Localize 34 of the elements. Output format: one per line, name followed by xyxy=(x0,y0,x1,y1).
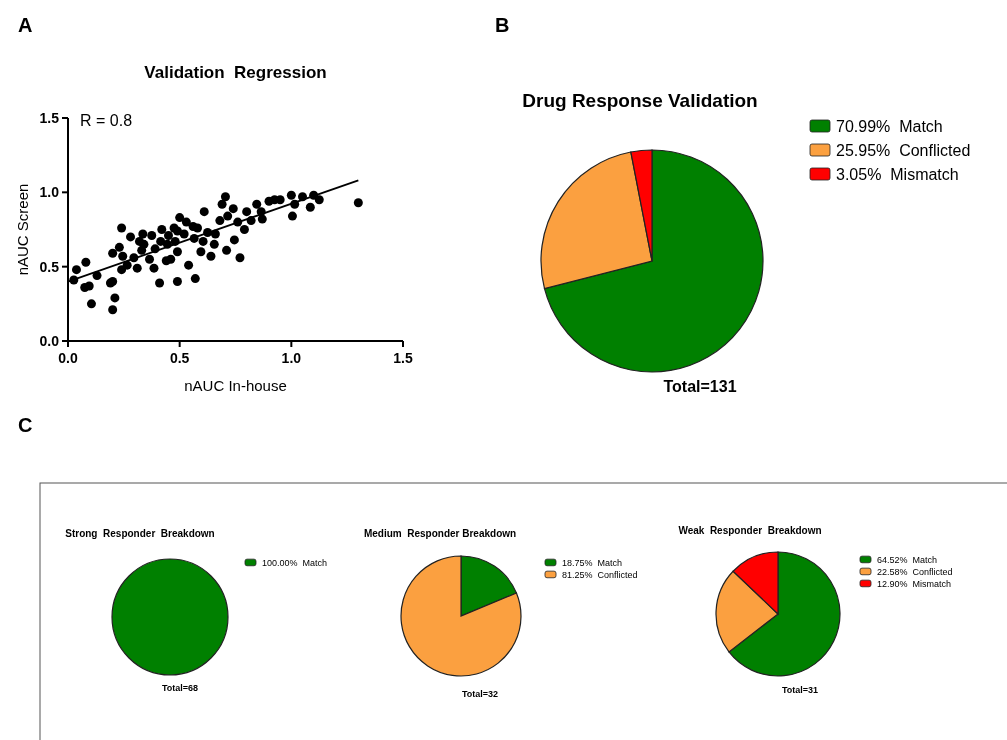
pie-slice xyxy=(543,149,764,373)
chart-title: Drug Response Validation xyxy=(522,90,758,111)
chart-title: Weak Responder Breakdown xyxy=(678,525,822,536)
y-tick-label: 0.5 xyxy=(39,258,60,275)
text: A xyxy=(18,14,33,36)
y-tick-label: 1.0 xyxy=(39,184,60,201)
x-tick-label: 1.0 xyxy=(281,350,302,366)
legend-label: 18.75% Match xyxy=(562,557,623,568)
x-tick-label: 0.0 xyxy=(58,350,78,366)
legend-label: 3.05% Mismatch xyxy=(836,165,959,183)
annotation: R = 0.8 xyxy=(80,112,133,129)
y-tick-label: 1.5 xyxy=(39,110,60,126)
legend-label: 70.99% Match xyxy=(836,117,943,135)
chart-title: Medium Responder Breakdown xyxy=(363,528,517,539)
y-axis-title: nAUC Screen xyxy=(14,183,31,276)
legend-label: 100.00% Match xyxy=(262,557,328,568)
legend-label: 81.25% Conflicted xyxy=(562,569,638,580)
y-tick-label: 0.0 xyxy=(39,333,60,349)
chart-title: Strong Responder Breakdown xyxy=(65,528,215,539)
legend-label: 25.95% Conflicted xyxy=(836,141,971,159)
legend-label: 12.90% Mismatch xyxy=(877,578,952,589)
pie-slice xyxy=(400,555,522,677)
x-tick-label: 0.5 xyxy=(169,350,190,366)
chart-title: Validation Regression xyxy=(144,63,327,82)
text: Total=31 xyxy=(781,685,819,695)
text: B xyxy=(495,14,510,36)
text: Total=68 xyxy=(161,683,199,693)
legend-label: 22.58% Conflicted xyxy=(877,566,953,577)
x-tick-label: 1.5 xyxy=(393,350,413,366)
legend-label: 64.52% Match xyxy=(877,554,938,565)
text: C xyxy=(18,414,33,436)
text: Total=131 xyxy=(663,378,737,395)
text: Total=32 xyxy=(461,689,499,699)
x-axis-title: nAUC In-house xyxy=(184,377,287,394)
